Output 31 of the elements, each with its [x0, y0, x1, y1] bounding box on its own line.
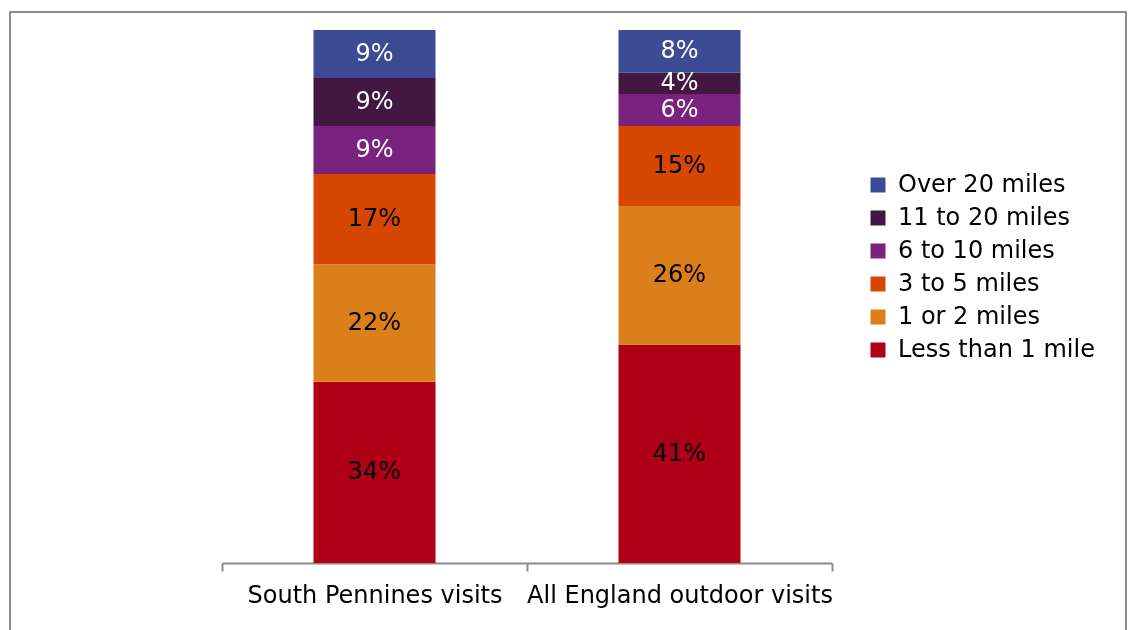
legend-label: 6 to 10 miles — [898, 236, 1055, 264]
data-label: 9% — [355, 38, 394, 67]
data-label: 8% — [660, 36, 699, 65]
bar — [313, 30, 436, 78]
legend-label: Over 20 miles — [898, 170, 1066, 198]
x-tick-label: All England outdoor visits — [527, 580, 833, 609]
legend-label: 1 or 2 miles — [898, 302, 1040, 330]
bar — [618, 125, 741, 206]
bar — [313, 125, 436, 174]
data-label: 17% — [347, 204, 402, 233]
data-label: 41% — [652, 438, 707, 467]
bar — [618, 344, 741, 563]
bar — [618, 30, 741, 73]
bar — [618, 93, 741, 126]
bar — [313, 77, 436, 126]
data-label: 26% — [652, 260, 707, 289]
bar — [618, 205, 741, 345]
data-label: 4% — [660, 68, 699, 97]
data-label: 34% — [347, 457, 402, 486]
legend-label: Less than 1 mile — [898, 335, 1095, 363]
bar — [313, 173, 436, 265]
legend-label: 11 to 20 miles — [898, 203, 1071, 231]
data-label: 9% — [355, 86, 394, 115]
data-label: 22% — [347, 308, 402, 337]
bar — [313, 381, 436, 563]
data-label: 9% — [355, 134, 394, 163]
x-tick-label: South Pennines visits — [247, 580, 503, 609]
legend-label: 3 to 5 miles — [898, 269, 1040, 297]
data-label: 6% — [660, 94, 699, 123]
bar — [313, 264, 436, 382]
data-label: 15% — [652, 150, 707, 179]
